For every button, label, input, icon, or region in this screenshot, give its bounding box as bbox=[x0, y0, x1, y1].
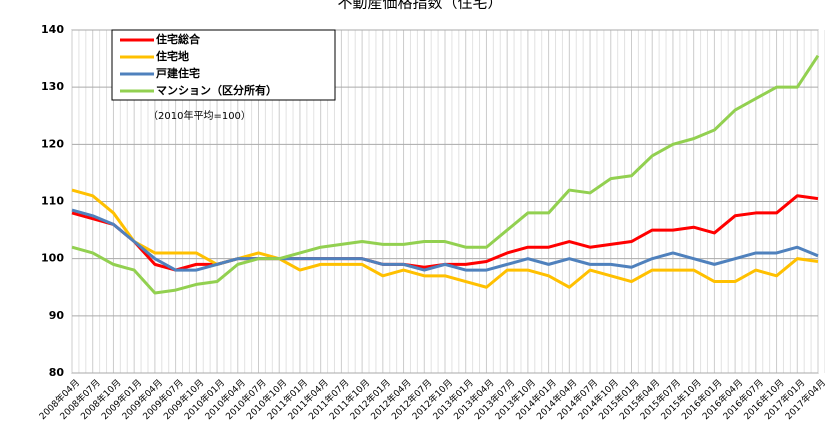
legend-label: マンション（区分所有） bbox=[156, 83, 277, 97]
legend-label: 戸建住宅 bbox=[156, 66, 200, 80]
y-tick-label: 110 bbox=[41, 195, 64, 208]
series-line bbox=[71, 54, 820, 295]
annotation: （2010年平均=100） bbox=[148, 109, 251, 122]
y-tick-label: 90 bbox=[49, 309, 65, 322]
y-tick-label: 120 bbox=[41, 137, 64, 150]
series-line bbox=[71, 208, 819, 272]
y-tick-label: 140 bbox=[41, 23, 64, 36]
series-line bbox=[71, 188, 819, 289]
legend-label: 住宅地 bbox=[156, 49, 189, 63]
y-tick-label: 100 bbox=[41, 252, 64, 265]
y-tick-label: 130 bbox=[41, 80, 64, 93]
chart-title: 不動産価格指数（住宅） bbox=[337, 0, 502, 12]
y-tick-label: 80 bbox=[49, 366, 65, 379]
legend-box bbox=[111, 29, 336, 101]
legend-label: 住宅総合 bbox=[156, 32, 201, 46]
